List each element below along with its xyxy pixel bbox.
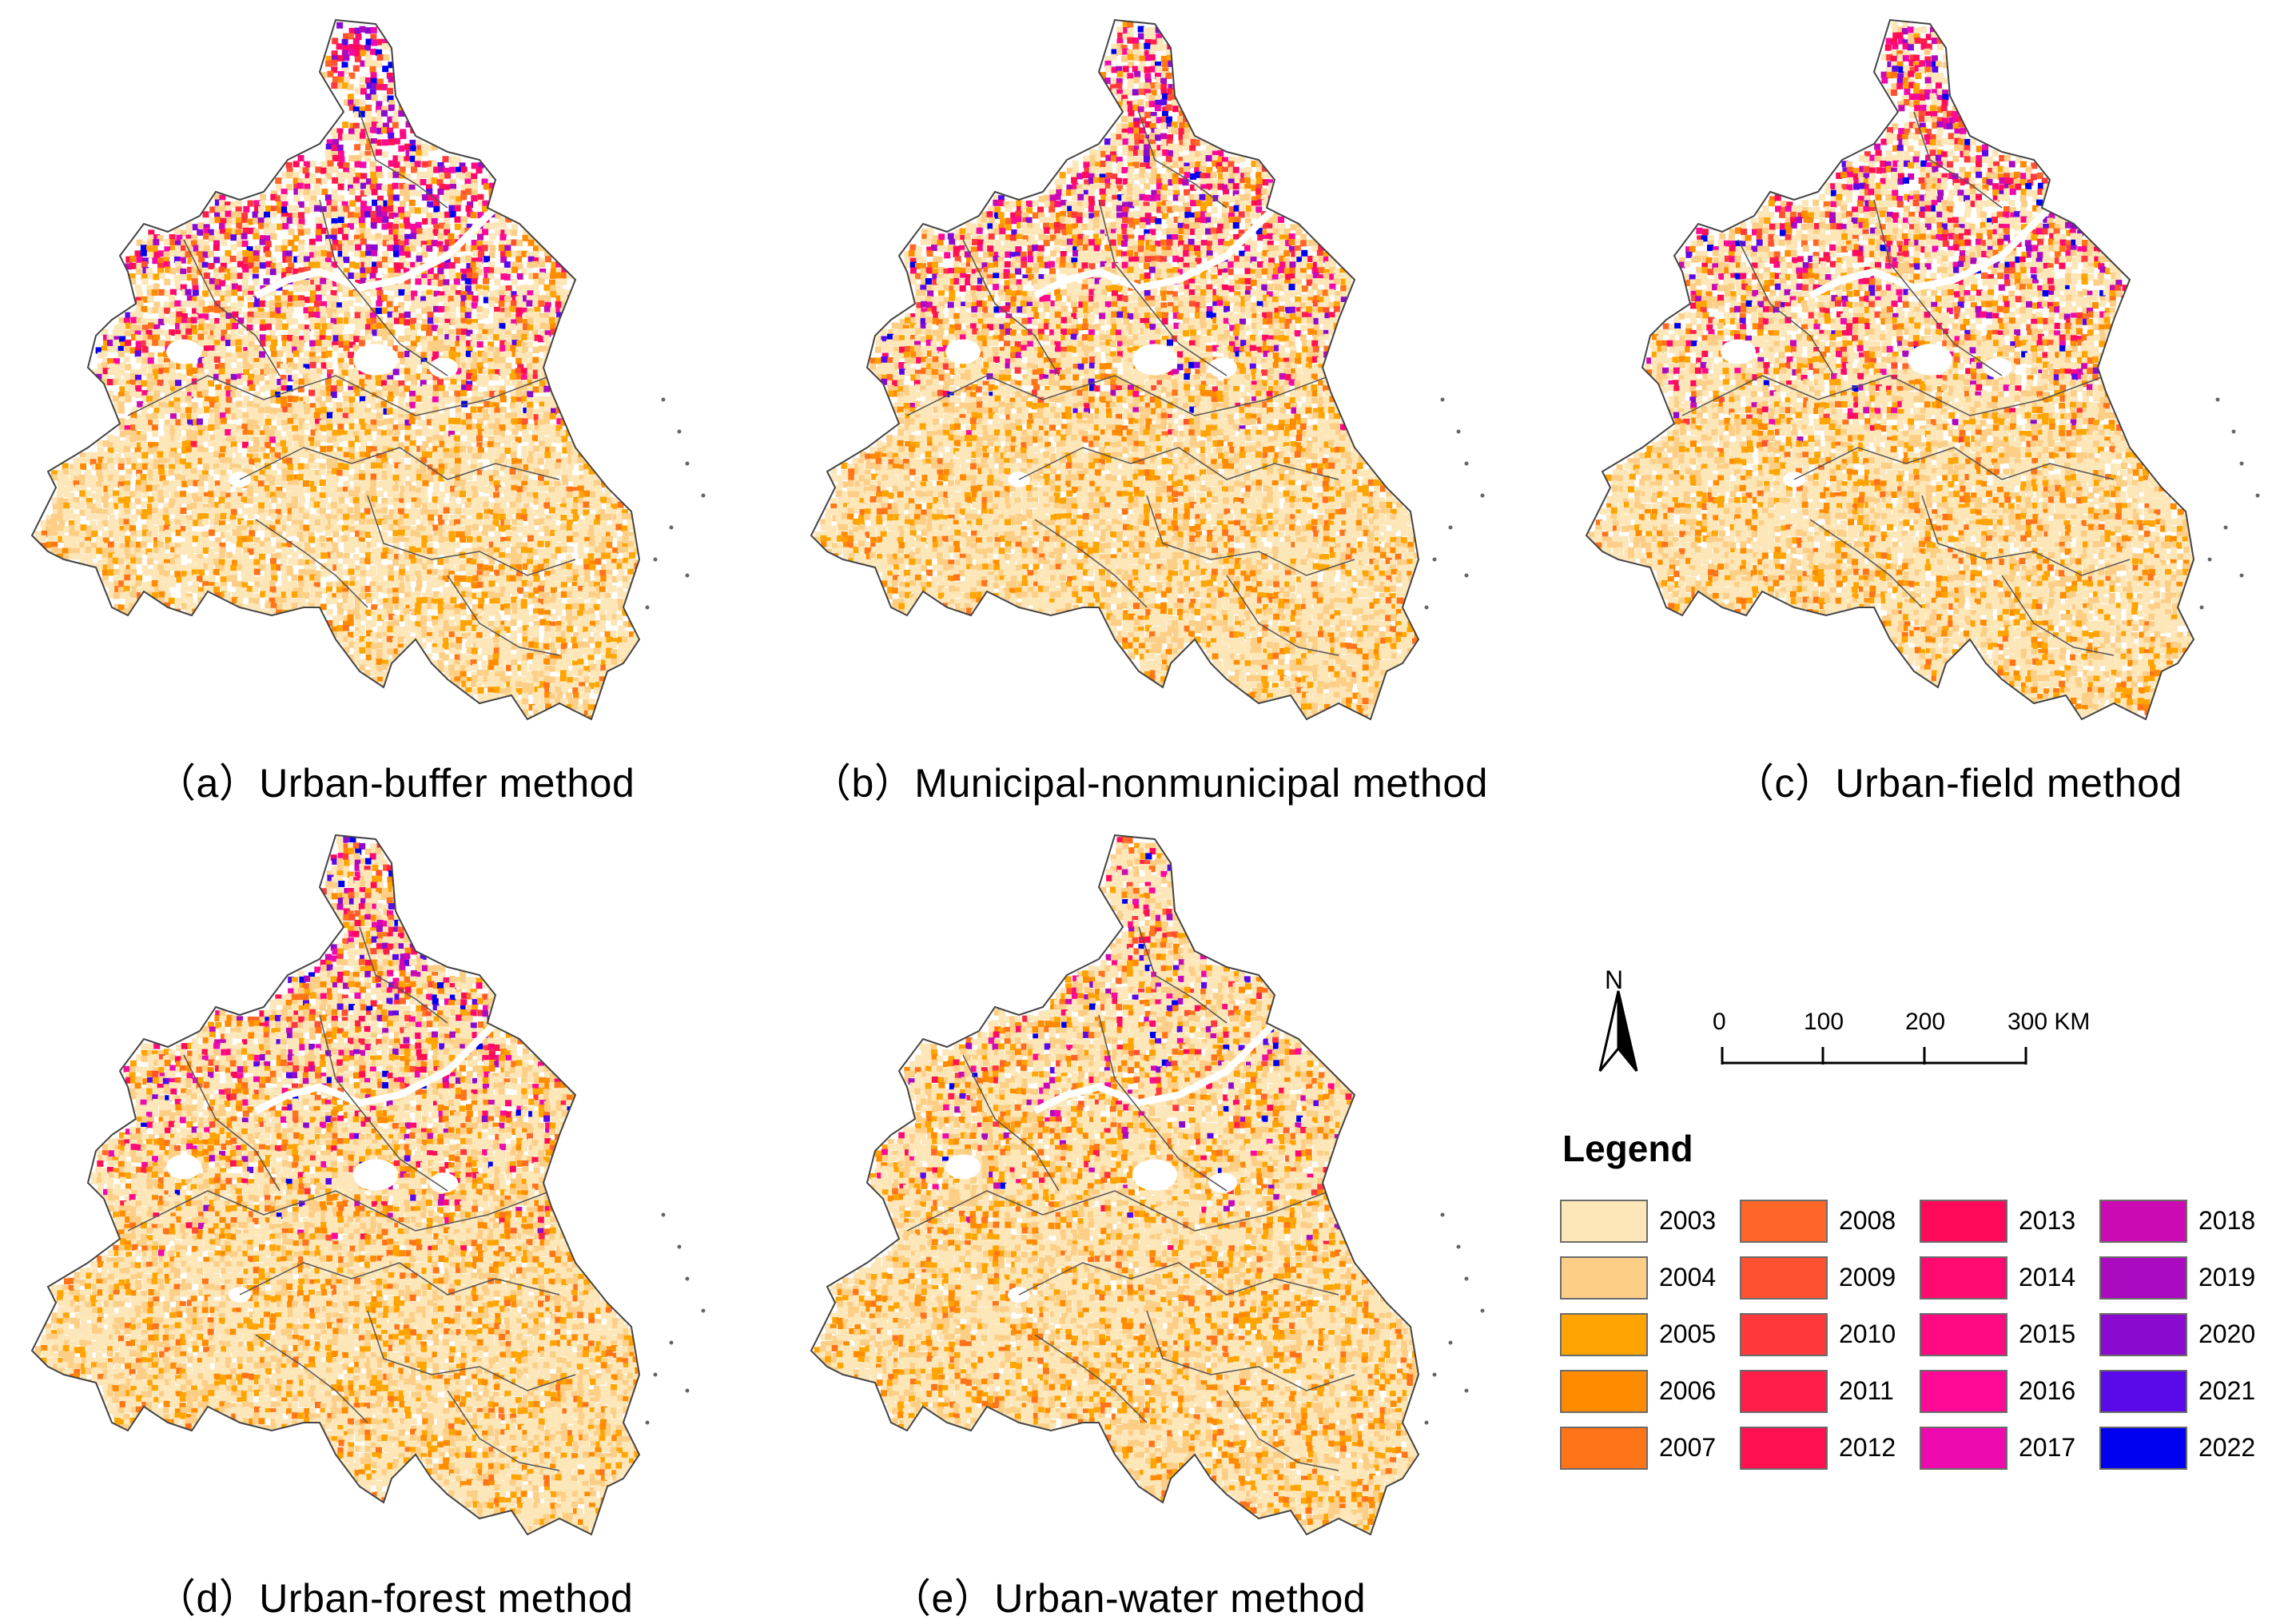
legend-label: 2013 bbox=[2019, 1206, 2075, 1236]
legend-label: 2011 bbox=[1839, 1376, 1894, 1406]
legend-swatch bbox=[1740, 1200, 1828, 1243]
map-panel-d bbox=[0, 815, 719, 1550]
legend-swatch bbox=[2099, 1200, 2187, 1243]
caption-b: （b）Municipal-nonmunicipal method bbox=[811, 751, 1488, 809]
map-panel-c bbox=[1554, 0, 2274, 735]
scale-tick-0: 0 bbox=[1713, 1009, 1726, 1036]
legend-label: 2018 bbox=[2198, 1206, 2255, 1236]
legend-label: 2017 bbox=[2019, 1433, 2075, 1463]
legend-swatch bbox=[1920, 1313, 2007, 1356]
legend-item-2019: 2019 bbox=[2099, 1249, 2279, 1306]
caption-c: （c）Urban-field method bbox=[1734, 751, 2183, 809]
legend-label: 2003 bbox=[1659, 1206, 1716, 1236]
legend-swatch bbox=[1560, 1200, 1648, 1243]
map-panel-a bbox=[0, 0, 719, 735]
legend-swatch bbox=[1740, 1370, 1828, 1413]
legend-label: 2020 bbox=[2198, 1320, 2255, 1349]
legend-item-2006: 2006 bbox=[1560, 1363, 1740, 1419]
legend-swatch bbox=[1920, 1256, 2007, 1300]
legend-item-2013: 2013 bbox=[1920, 1192, 2099, 1249]
legend-swatch bbox=[2099, 1370, 2187, 1413]
legend-swatch bbox=[1560, 1370, 1648, 1413]
legend-swatch bbox=[1920, 1427, 2007, 1470]
legend-swatch bbox=[2099, 1427, 2187, 1470]
legend-item-2005: 2005 bbox=[1560, 1306, 1740, 1363]
urban-field-map bbox=[1554, 0, 2274, 735]
legend-label: 2004 bbox=[1659, 1263, 1716, 1292]
urban-water-map bbox=[779, 815, 1498, 1550]
legend-item-2008: 2008 bbox=[1740, 1192, 1920, 1249]
legend-swatch bbox=[2099, 1313, 2187, 1356]
legend-item-2014: 2014 bbox=[1920, 1249, 2099, 1306]
legend-label: 2008 bbox=[1839, 1206, 1896, 1236]
urban-forest-map bbox=[0, 815, 719, 1550]
scale-tick-300: 300 KM bbox=[2007, 1009, 2090, 1036]
legend-item-2021: 2021 bbox=[2099, 1363, 2279, 1419]
legend-swatch bbox=[1560, 1313, 1648, 1356]
urban-buffer-map bbox=[0, 0, 719, 735]
legend-item-2009: 2009 bbox=[1740, 1249, 1920, 1306]
legend-swatch bbox=[1740, 1256, 1828, 1300]
map-panel-e bbox=[779, 815, 1498, 1550]
legend-label: 2005 bbox=[1659, 1320, 1716, 1349]
legend-item-2003: 2003 bbox=[1560, 1192, 1740, 1249]
caption-d: （d）Urban-forest method bbox=[156, 1566, 633, 1624]
legend-item-2015: 2015 bbox=[1920, 1306, 2099, 1363]
legend-item-2004: 2004 bbox=[1560, 1249, 1740, 1306]
legend-label: 2022 bbox=[2198, 1433, 2255, 1463]
legend-item-2012: 2012 bbox=[1740, 1419, 1920, 1476]
legend-label: 2010 bbox=[1839, 1320, 1896, 1349]
legend-item-2010: 2010 bbox=[1740, 1306, 1920, 1363]
legend-item-2016: 2016 bbox=[1920, 1363, 2099, 1419]
legend-item-2018: 2018 bbox=[2099, 1192, 2279, 1249]
legend-title: Legend bbox=[1562, 1127, 1693, 1170]
scale-bar bbox=[1718, 1007, 2038, 1071]
legend-label: 2007 bbox=[1659, 1433, 1716, 1463]
legend-label: 2012 bbox=[1839, 1433, 1896, 1463]
legend-swatch bbox=[1560, 1427, 1648, 1470]
municipal-nonmunicipal-map bbox=[779, 0, 1498, 735]
scale-tick-200: 200 bbox=[1905, 1009, 1945, 1036]
legend-label: 2021 bbox=[2198, 1376, 2255, 1406]
legend-item-2020: 2020 bbox=[2099, 1306, 2279, 1363]
legend-swatch bbox=[1920, 1370, 2007, 1413]
caption-e: （e）Urban-water method bbox=[891, 1566, 1366, 1624]
legend-swatch bbox=[1560, 1256, 1648, 1300]
legend-swatch bbox=[1920, 1200, 2007, 1243]
legend-item-2017: 2017 bbox=[1920, 1419, 2099, 1476]
scale-tick-100: 100 bbox=[1804, 1009, 1844, 1036]
legend-swatch bbox=[1740, 1427, 1828, 1470]
north-arrow-icon bbox=[1590, 967, 1646, 1079]
legend-item-2022: 2022 bbox=[2099, 1419, 2279, 1476]
legend-label: 2009 bbox=[1839, 1263, 1896, 1292]
map-panel-b bbox=[779, 0, 1498, 735]
legend-item-2011: 2011 bbox=[1740, 1363, 1920, 1419]
legend-swatch bbox=[2099, 1256, 2187, 1300]
caption-a: （a）Urban-buffer method bbox=[156, 751, 635, 809]
legend-label: 2016 bbox=[2019, 1376, 2075, 1406]
legend-label: 2006 bbox=[1659, 1376, 1716, 1406]
legend-swatch bbox=[1740, 1313, 1828, 1356]
legend-label: 2019 bbox=[2198, 1263, 2255, 1292]
legend-item-2007: 2007 bbox=[1560, 1419, 1740, 1476]
legend-label: 2014 bbox=[2019, 1263, 2075, 1292]
legend-label: 2015 bbox=[2019, 1320, 2075, 1349]
legend: 2003 2008 2013 2018 2004 2009 2014 2019 2005 2010… bbox=[1560, 1192, 2279, 1476]
